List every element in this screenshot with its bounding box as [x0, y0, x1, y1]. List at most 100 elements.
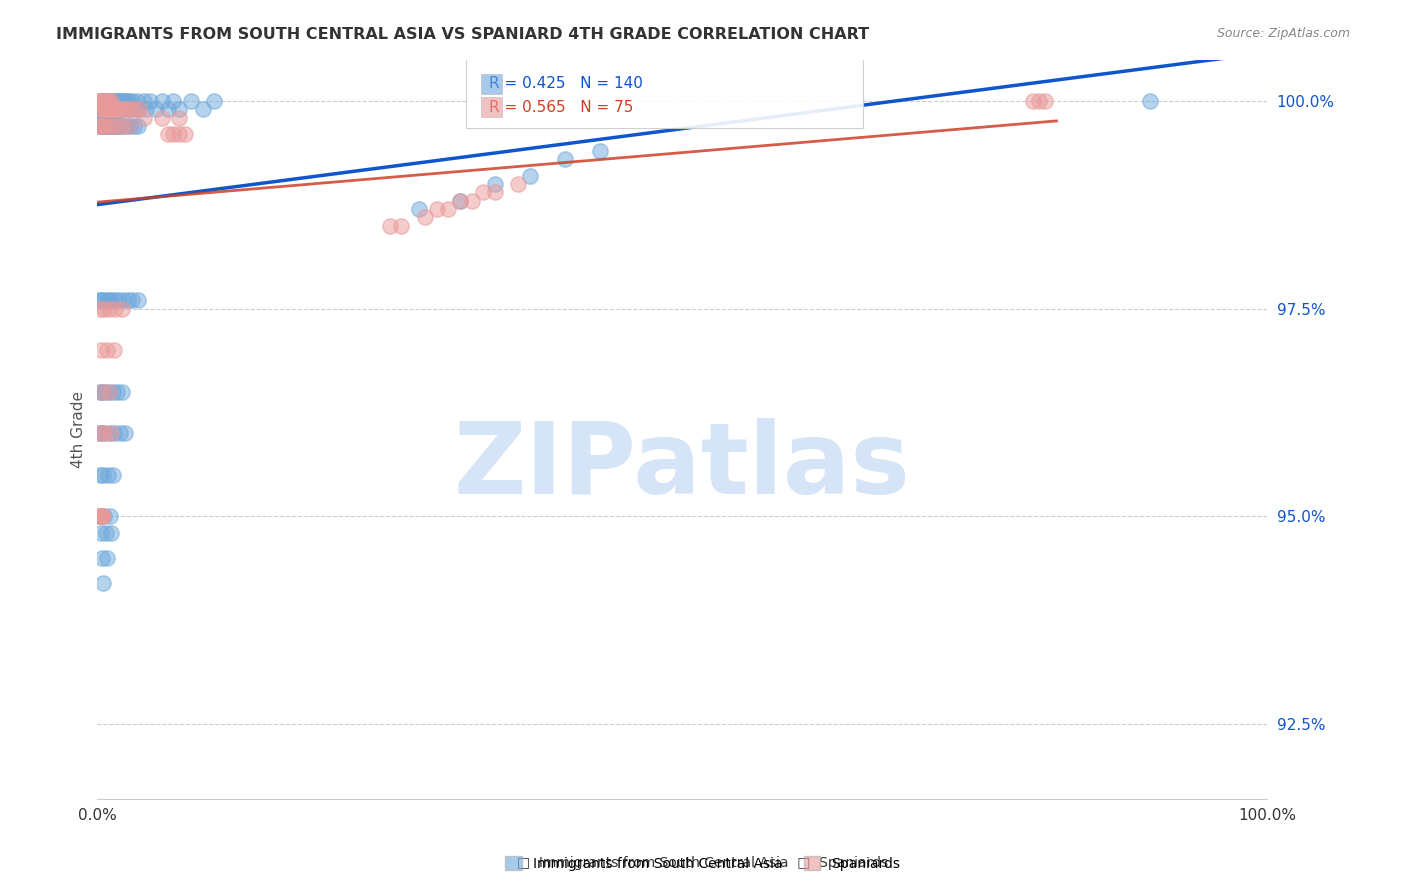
Point: [117, 293, 139, 308]
Point: [91, 103, 114, 117]
Point: [202, 94, 225, 108]
Point: [91, 384, 114, 399]
Point: [124, 103, 146, 117]
Point: [93, 426, 115, 441]
Point: [93, 384, 115, 399]
Point: [101, 103, 124, 117]
Point: [112, 94, 135, 108]
Point: [100, 426, 122, 441]
Point: [98, 384, 121, 399]
Point: [90, 119, 112, 133]
Point: [98, 119, 121, 133]
Point: [98, 103, 121, 117]
Point: [91, 94, 114, 108]
Point: [105, 94, 128, 108]
Point: [91, 293, 114, 308]
Point: [110, 103, 132, 117]
FancyBboxPatch shape: [465, 57, 863, 128]
Point: [105, 103, 128, 117]
Point: [97, 103, 120, 117]
Point: [98, 94, 121, 108]
Point: [91, 94, 114, 108]
Point: [105, 119, 128, 133]
Point: [91, 384, 114, 399]
Point: [87, 119, 110, 133]
Point: [1139, 94, 1161, 108]
Point: [100, 119, 122, 133]
Point: [91, 119, 114, 133]
Point: [90, 119, 112, 133]
Point: [104, 119, 127, 133]
Point: [135, 103, 157, 117]
Point: [91, 103, 114, 117]
Point: [162, 94, 184, 108]
Point: [89, 384, 111, 399]
Point: [101, 119, 124, 133]
Point: [91, 467, 114, 482]
Point: [90, 293, 112, 308]
Point: [101, 111, 124, 125]
Point: [124, 103, 146, 117]
FancyBboxPatch shape: [481, 74, 502, 95]
Point: [115, 103, 138, 117]
Point: [91, 94, 114, 108]
Point: [104, 94, 127, 108]
Point: [89, 94, 111, 108]
Point: [174, 128, 197, 142]
Point: [91, 119, 114, 133]
Point: [107, 94, 129, 108]
Point: [98, 103, 121, 117]
Point: [87, 509, 110, 524]
Point: [150, 94, 173, 108]
Point: [96, 550, 118, 565]
Point: [118, 94, 141, 108]
Point: [127, 119, 149, 133]
Point: [115, 119, 138, 133]
Point: [111, 301, 134, 316]
Point: [96, 111, 118, 125]
Point: [101, 467, 124, 482]
Point: [93, 103, 115, 117]
Point: [156, 128, 179, 142]
Point: [112, 119, 135, 133]
Point: [98, 103, 121, 117]
Point: [96, 119, 118, 133]
Point: [508, 177, 530, 191]
Point: [104, 301, 127, 316]
Point: [103, 343, 125, 358]
Point: [87, 119, 110, 133]
Point: [118, 119, 141, 133]
Point: [90, 526, 112, 541]
Point: [97, 119, 120, 133]
Point: [105, 119, 128, 133]
Point: [101, 103, 124, 117]
Point: [96, 103, 118, 117]
Point: [89, 301, 111, 316]
Point: [89, 426, 111, 441]
Point: [98, 119, 121, 133]
Point: [104, 103, 127, 117]
Point: [589, 144, 612, 158]
Point: [100, 94, 122, 108]
Point: [90, 103, 112, 117]
Point: [87, 293, 110, 308]
Point: [1028, 94, 1050, 108]
Point: [94, 103, 117, 117]
Point: [110, 103, 132, 117]
Point: [90, 343, 112, 358]
Point: [87, 94, 110, 108]
Point: [100, 103, 122, 117]
Point: [94, 94, 117, 108]
Point: [91, 509, 114, 524]
Point: [93, 119, 115, 133]
Point: [97, 384, 120, 399]
Point: [425, 202, 447, 216]
Text: ZIPatlas: ZIPatlas: [454, 417, 911, 515]
Point: [120, 103, 142, 117]
Point: [93, 301, 115, 316]
Point: [107, 103, 129, 117]
Point: [98, 94, 121, 108]
Point: [96, 94, 118, 108]
Text: R = 0.425   N = 140: R = 0.425 N = 140: [489, 76, 643, 91]
Point: [121, 293, 143, 308]
